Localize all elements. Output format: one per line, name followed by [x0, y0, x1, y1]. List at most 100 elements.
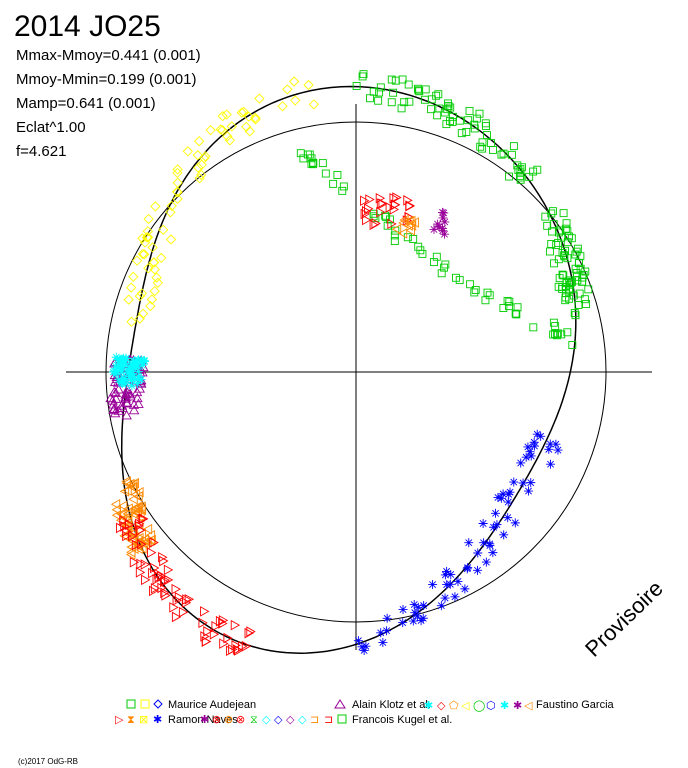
data-point — [478, 138, 487, 147]
data-point — [129, 356, 139, 366]
data-point — [136, 374, 146, 384]
data-point — [123, 294, 134, 305]
data-point — [493, 492, 503, 502]
data-point — [568, 277, 577, 286]
data-point — [526, 478, 536, 488]
data-point — [358, 72, 367, 81]
data-point — [172, 164, 183, 175]
data-point — [521, 452, 531, 462]
svg-text:◇: ◇ — [298, 713, 307, 726]
data-point — [565, 232, 573, 241]
legend-entry: Ramon Naves — [168, 714, 238, 726]
data-point — [200, 606, 210, 617]
data-point — [438, 213, 448, 223]
data-points — [105, 70, 593, 657]
data-point — [357, 642, 367, 652]
data-point — [516, 173, 525, 182]
data-point — [127, 359, 137, 369]
data-point — [116, 508, 126, 520]
data-point — [446, 103, 455, 112]
data-point — [558, 270, 567, 279]
data-point — [241, 121, 252, 132]
data-point — [397, 104, 406, 113]
data-point — [415, 87, 424, 96]
data-point — [201, 636, 212, 647]
data-point — [523, 442, 533, 452]
data-point — [118, 356, 128, 366]
reference-circle — [105, 121, 607, 623]
data-point — [376, 207, 386, 218]
data-point — [140, 539, 150, 550]
data-point — [483, 131, 491, 140]
data-point — [296, 149, 305, 158]
data-point — [557, 233, 566, 242]
data-point — [128, 271, 139, 282]
data-point — [127, 375, 137, 385]
legend-marker — [334, 699, 346, 709]
data-point — [141, 574, 151, 586]
data-point — [128, 493, 138, 505]
data-point — [389, 204, 400, 215]
data-point — [166, 200, 177, 212]
data-point — [427, 105, 435, 114]
data-point — [409, 235, 418, 243]
data-point — [116, 400, 128, 410]
data-point — [172, 177, 183, 188]
data-point — [516, 458, 526, 468]
data-point — [222, 131, 233, 142]
data-point — [584, 285, 593, 294]
data-point — [136, 504, 147, 516]
data-point — [571, 264, 580, 273]
data-point — [378, 638, 388, 648]
data-point — [579, 271, 588, 279]
data-point — [541, 212, 550, 221]
data-point — [439, 229, 449, 239]
data-point — [552, 241, 561, 249]
data-point — [353, 636, 363, 646]
data-point — [418, 613, 428, 623]
data-point — [113, 405, 124, 415]
data-point — [563, 238, 572, 247]
data-point — [124, 363, 134, 373]
data-point — [119, 353, 129, 363]
data-point — [140, 559, 151, 570]
data-point — [427, 95, 436, 104]
data-point — [110, 498, 121, 510]
data-point — [444, 99, 452, 108]
data-point — [105, 392, 116, 403]
data-point — [452, 273, 460, 282]
data-point — [413, 602, 423, 612]
data-point — [442, 566, 452, 576]
data-point — [558, 282, 567, 291]
data-point — [211, 621, 221, 632]
data-point — [128, 530, 138, 542]
data-point — [568, 341, 577, 349]
data-point — [360, 208, 370, 220]
data-point — [231, 640, 241, 651]
svg-text:⬡: ⬡ — [486, 699, 496, 712]
svg-text:⊗: ⊗ — [224, 713, 233, 726]
data-point — [403, 233, 412, 242]
data-point — [115, 366, 125, 376]
data-point — [110, 387, 122, 397]
data-point — [509, 477, 519, 487]
data-point — [217, 111, 228, 122]
legend-markers-klotz: ✱ ◇ ⬠ ◁ ◯ ⬡ ✱ ✱ ◁ — [424, 699, 533, 712]
data-point — [172, 193, 183, 204]
data-point — [470, 124, 479, 133]
data-point — [146, 294, 158, 305]
data-point — [481, 119, 490, 128]
data-point — [496, 493, 506, 503]
svg-text:◇: ◇ — [274, 713, 283, 726]
data-point — [142, 232, 154, 243]
data-point — [122, 508, 132, 520]
data-point — [532, 429, 542, 439]
data-point — [529, 441, 539, 451]
data-point — [391, 226, 400, 235]
data-point — [543, 221, 552, 230]
param-line: Mmoy-Mmin=0.199 (0.001) — [16, 71, 196, 88]
data-point — [478, 518, 488, 528]
data-point — [405, 225, 415, 236]
data-point — [333, 171, 342, 179]
data-point — [504, 302, 513, 311]
